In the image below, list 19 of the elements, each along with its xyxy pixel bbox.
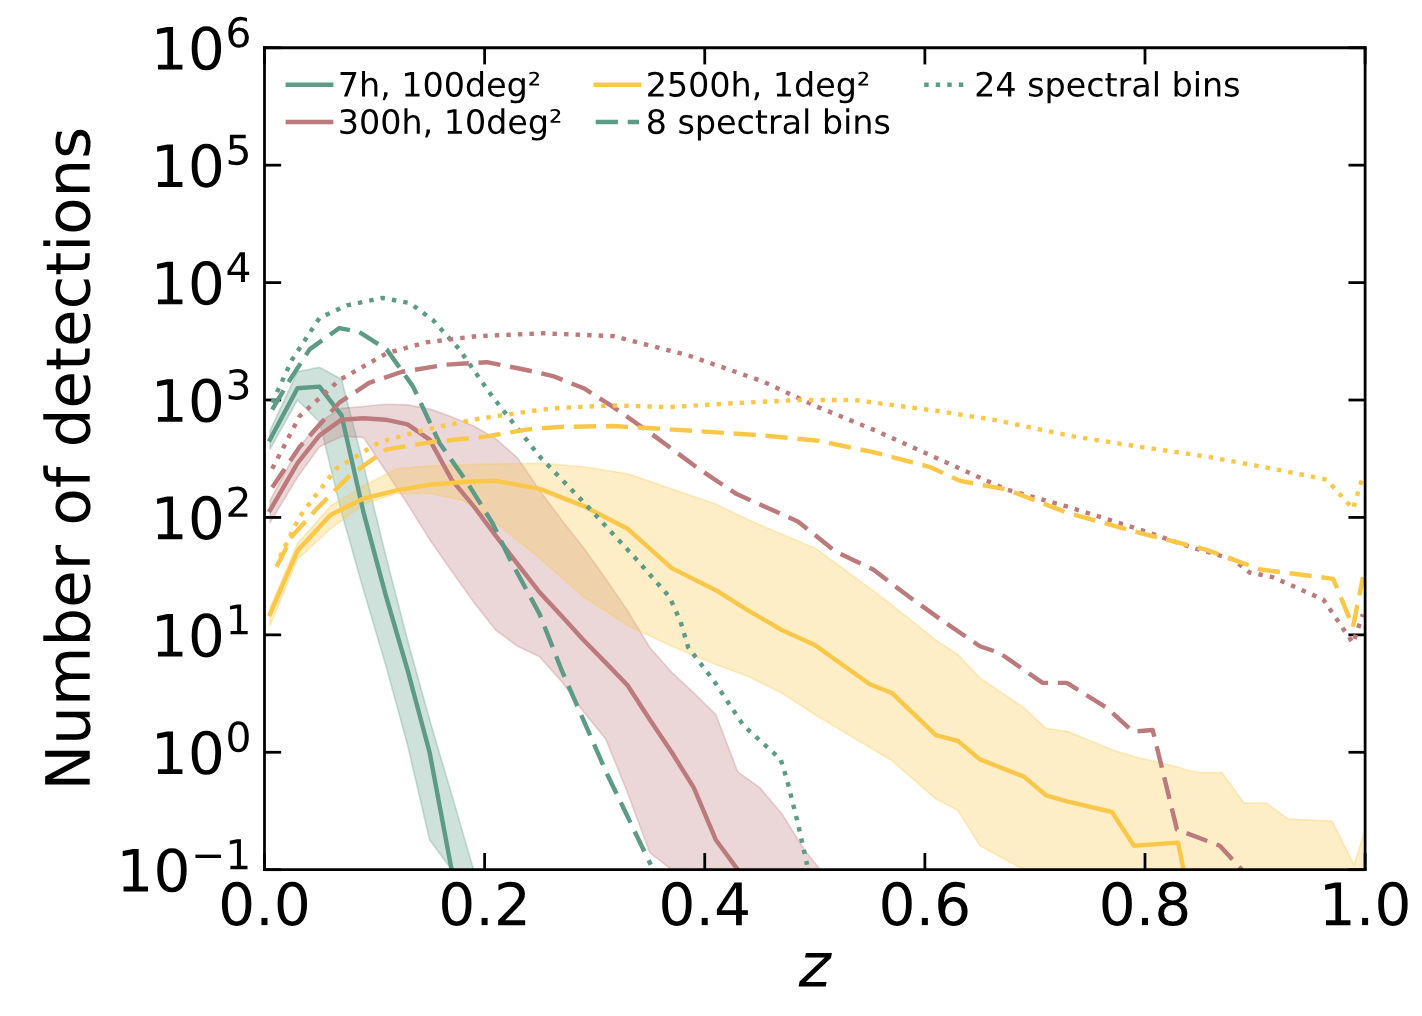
- y-tick-label: 10$^{1}$: [157, 604, 248, 658]
- legend-label: 2500h, 1deg²: [648, 71, 869, 104]
- y-axis-title: Number of detections: [43, 129, 91, 785]
- x-axis-title: z: [798, 953, 832, 987]
- x-tick-label: 0.6: [882, 881, 968, 926]
- legend-label: 7h, 100deg²: [340, 71, 540, 104]
- y-tick-label: 10$^{6}$: [157, 16, 249, 71]
- y-tick-label: 10$^{4}$: [157, 252, 250, 306]
- y-tick-label: 10$^{5}$: [157, 134, 248, 188]
- x-tick-label: 0.4: [662, 881, 748, 926]
- legend-label: 8 spectral bins: [647, 108, 890, 141]
- y-tick-label: 10$^{2}$: [157, 486, 248, 540]
- x-tick-label: 1.0: [1325, 881, 1408, 926]
- y-tick-label: 10$^{0}$: [157, 721, 249, 775]
- legend-label: 300h, 10deg²: [340, 108, 561, 141]
- legend-label: 24 spectral bins: [976, 71, 1239, 104]
- x-tick-label: 0.2: [442, 881, 526, 926]
- y-tick-label: 10$^{3}$: [157, 369, 249, 423]
- x-tick-label: 0.8: [1102, 881, 1188, 926]
